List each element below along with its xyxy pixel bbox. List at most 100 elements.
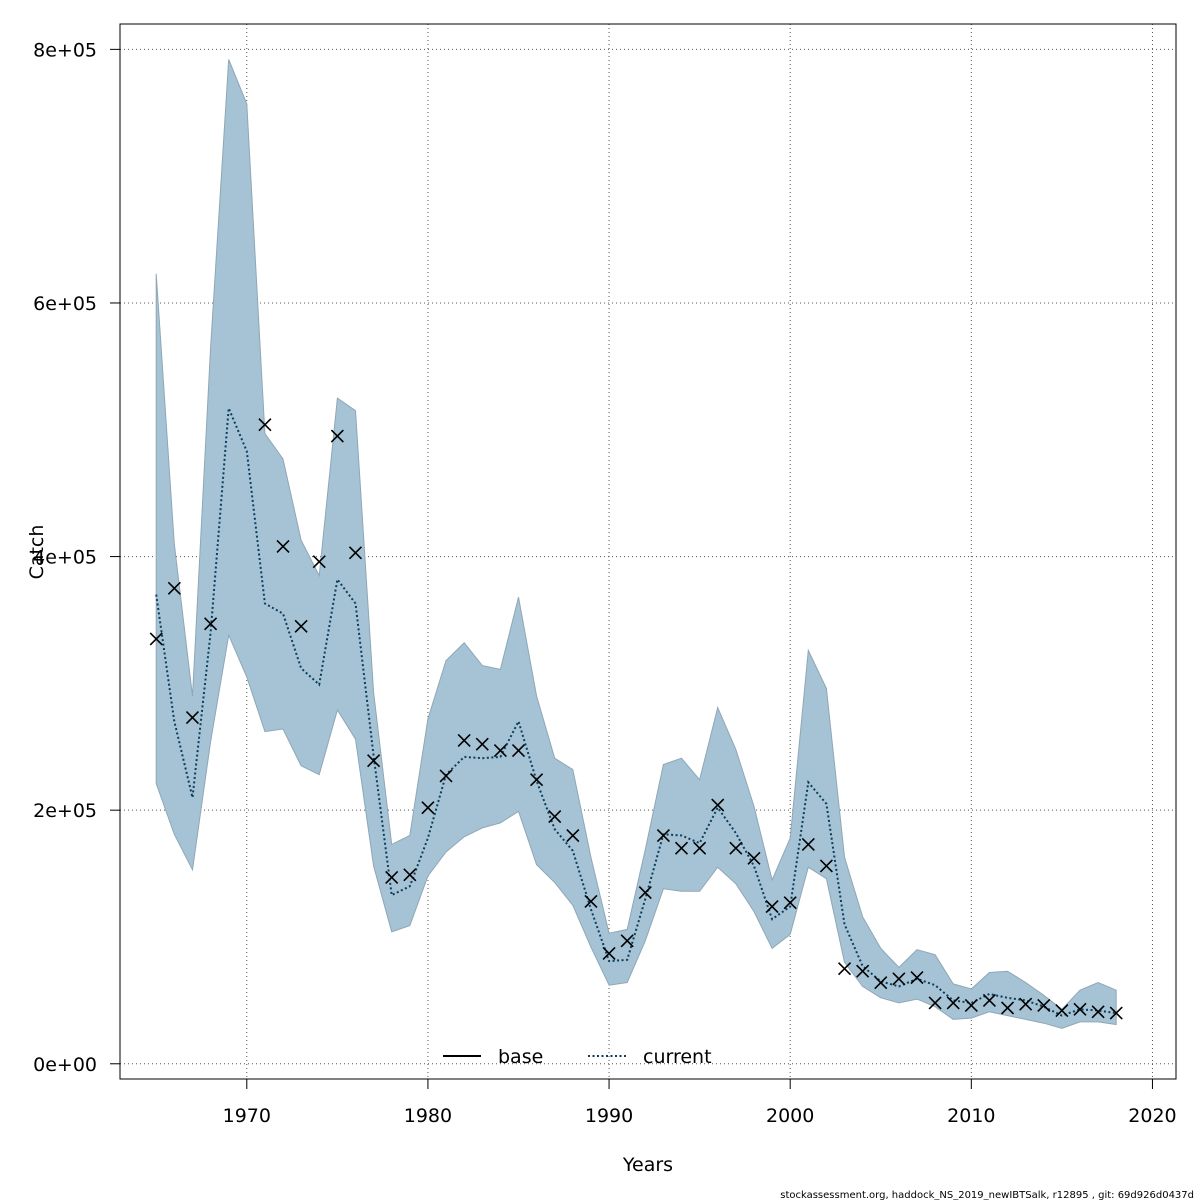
x-tick-label: 1970: [223, 1105, 271, 1127]
observed-marker-stroke: [1109, 1006, 1123, 1020]
observed-marker-stroke: [457, 733, 471, 748]
legend-label-base: base: [498, 1046, 543, 1068]
observed-marker-2018: [1109, 1006, 1123, 1020]
observed-marker-stroke: [204, 617, 218, 631]
observed-marker-2012: [1000, 1001, 1015, 1015]
observed-marker-1993: [656, 828, 670, 843]
observed-marker-2000: [783, 896, 797, 910]
observed-marker-2009: [946, 996, 960, 1010]
observed-marker-stroke: [693, 841, 707, 855]
observed-marker-2004: [856, 964, 870, 978]
observed-marker-2016: [1073, 1002, 1087, 1016]
observed-marker-stroke: [620, 934, 634, 948]
observed-marker-2003: [837, 962, 852, 976]
series-line-layer: [155, 407, 1117, 1017]
observed-marker-stroke: [602, 946, 616, 961]
observed-marker-2008: [928, 996, 942, 1010]
observed-marker-1975: [330, 429, 344, 443]
observed-marker-1980: [421, 801, 435, 815]
y-tick-label: 8e+05: [33, 39, 97, 61]
observed-marker-stroke: [982, 993, 996, 1007]
observed-marker-stroke: [1091, 1005, 1105, 1019]
observed-marker-stroke: [946, 996, 960, 1010]
observed-marker-stroke: [330, 429, 344, 443]
observed-marker-2010: [964, 998, 978, 1013]
x-tick-label: 2000: [766, 1105, 814, 1127]
observed-marker-stroke: [674, 841, 689, 855]
observed-marker-stroke: [493, 744, 507, 758]
observed-marker-stroke: [475, 737, 489, 751]
observed-marker-1978: [385, 870, 399, 884]
observed-marker-layer: [149, 418, 1123, 1020]
observed-marker-1983: [475, 737, 489, 751]
x-tick-label: 1990: [585, 1105, 633, 1127]
observed-marker-stroke: [439, 769, 453, 783]
x-tick-label: 1980: [404, 1105, 452, 1127]
observed-marker-stroke: [403, 868, 417, 882]
observed-marker-stroke: [801, 837, 815, 851]
legend-label-current: current: [643, 1046, 712, 1068]
observed-marker-1999: [765, 899, 779, 914]
observed-marker-1998: [747, 851, 761, 865]
observed-marker-stroke: [367, 754, 381, 768]
observed-marker-1972: [276, 539, 290, 553]
observed-marker-2011: [982, 993, 996, 1007]
axes: 1970 1980 1990 2000 2010 2020 0e+00 2e+05 4e+05 6…: [33, 23, 1177, 1127]
observed-marker-1997: [729, 841, 743, 855]
observed-marker-stroke: [765, 899, 779, 914]
observed-marker-stroke: [385, 870, 399, 884]
observed-marker-stroke: [892, 972, 906, 986]
plot-frame: [119, 23, 1177, 1080]
observed-marker-stroke: [348, 546, 363, 560]
confidence-band: [155, 59, 1117, 1029]
y-tick-label: 6e+05: [33, 293, 97, 315]
observed-marker-1965: [149, 632, 163, 646]
observed-marker-1987: [548, 809, 562, 824]
observed-marker-1994: [674, 841, 689, 855]
observed-marker-2015: [1055, 1003, 1069, 1018]
observed-marker-1966: [167, 581, 181, 595]
observed-marker-1991: [620, 934, 634, 948]
observed-marker-stroke: [421, 801, 435, 815]
y-tick-label: 0e+00: [33, 1054, 97, 1076]
observed-marker-2002: [819, 859, 833, 873]
y-tick-label: 4e+05: [33, 547, 97, 569]
observed-marker-stroke: [910, 970, 924, 985]
legend: base current: [443, 1046, 712, 1068]
observed-marker-1995: [693, 841, 707, 855]
observed-marker-stroke: [312, 555, 326, 569]
x-tick-label: 2010: [947, 1105, 995, 1127]
observed-marker-stroke: [819, 859, 833, 873]
observed-marker-2006: [892, 972, 906, 986]
observed-marker-stroke: [747, 851, 761, 865]
observed-marker-2014: [1037, 998, 1051, 1013]
observed-marker-2013: [1019, 997, 1033, 1011]
observed-marker-1977: [367, 754, 381, 768]
observed-marker-1979: [403, 868, 417, 882]
observed-marker-1988: [566, 828, 580, 843]
observed-marker-stroke: [584, 894, 598, 909]
observed-marker-1973: [294, 619, 308, 633]
observed-marker-stroke: [258, 418, 272, 432]
observed-marker-1984: [493, 744, 507, 758]
observed-marker-stroke: [185, 711, 200, 725]
observed-marker-stroke: [856, 964, 870, 978]
observed-marker-1992: [638, 886, 652, 900]
series-line-current: [155, 407, 1117, 1017]
observed-marker-stroke: [1019, 997, 1033, 1011]
observed-marker-1981: [439, 769, 453, 783]
observed-marker-stroke: [276, 539, 290, 553]
observed-marker-1985: [511, 744, 526, 758]
observed-marker-1971: [258, 418, 272, 432]
footer-attribution: stockassessment.org, haddock_NS_2019_new…: [780, 1190, 1194, 1200]
observed-marker-2001: [801, 837, 815, 851]
observed-marker-stroke: [1000, 1001, 1015, 1015]
x-tick-label: 2020: [1128, 1105, 1176, 1127]
observed-marker-stroke: [711, 798, 725, 812]
observed-marker-stroke: [530, 773, 544, 787]
observed-marker-1996: [711, 798, 725, 812]
observed-marker-stroke: [656, 828, 670, 843]
observed-marker-1968: [204, 617, 218, 631]
observed-marker-1967: [185, 711, 200, 725]
